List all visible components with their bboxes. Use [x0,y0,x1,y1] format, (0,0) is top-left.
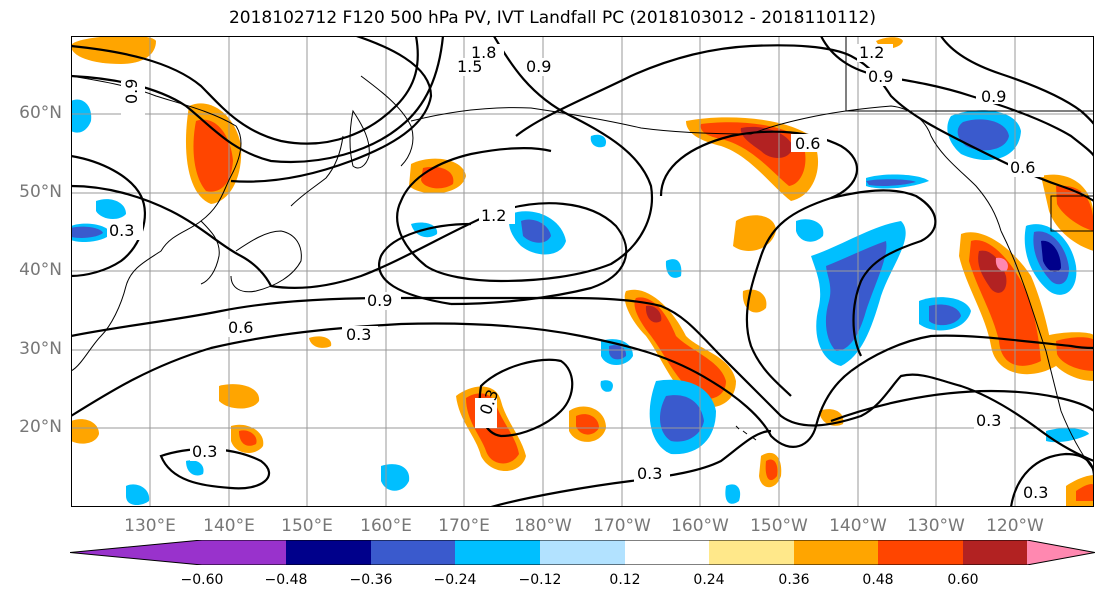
lon-label: 130°W [907,516,965,536]
lat-label: 50°N [19,182,62,202]
colorbar-segment [963,540,1027,565]
lon-label: 170°E [438,516,490,536]
contour-label: 0.3 [1023,483,1048,502]
colorbar-tick-label: −0.24 [433,572,477,588]
lon-label: 180°W [514,516,572,536]
contour-label: 0.3 [192,442,217,461]
colorbar-segment [794,540,878,565]
colorbar-segment [371,540,455,565]
colorbar-segment [202,540,286,565]
coastlines [71,36,1094,472]
contour-label: 1.2 [859,43,884,62]
contour-label: 0.3 [976,411,1001,430]
contour-label: 0.9 [122,79,141,104]
colorbar-segment [455,540,540,565]
colorbar-tick-label: −0.36 [349,572,393,588]
colorbar-segment [878,540,963,565]
colorbar-tick-label: 0.48 [862,572,894,588]
colorbar [70,540,1095,565]
lat-label: 20°N [19,417,62,437]
contour-label: 1.2 [481,206,506,225]
colorbar-tick-label: −0.60 [180,572,224,588]
lon-label: 130°E [124,516,176,536]
contour-label: 0.9 [868,67,893,86]
contour-label: 0.3 [109,221,134,240]
contour-label: 0.3 [637,464,662,483]
pv-contours [71,36,1094,507]
lon-label: 150°E [281,516,333,536]
colorbar-segment [286,540,371,565]
colorbar-segment [70,540,202,565]
colorbar-tick-label: −0.48 [264,572,308,588]
colorbar-segment [709,540,794,565]
colorbar-segment [1027,540,1095,565]
lat-label: 40°N [19,260,62,280]
lon-label: 160°W [671,516,729,536]
contour-label: 0.9 [526,57,551,76]
plot-title: 2018102712 F120 500 hPa PV, IVT Landfall… [228,8,876,28]
contour-label: 1.5 [457,57,482,76]
contour-label: 1.8 [471,43,496,62]
colorbar-tick-label: 0.36 [778,572,810,588]
colorbar-tick-label: 0.24 [693,572,725,588]
contour-label: 0.6 [228,318,253,337]
lon-label: 150°W [750,516,808,536]
colorbar-segment [625,540,709,565]
contour-label: 0.6 [795,134,820,153]
colorbar-tick-label: 0.60 [947,572,979,588]
lon-label: 170°W [593,516,651,536]
contour-label: 0.9 [981,87,1006,106]
colorbar-tick-label: 0.12 [609,572,641,588]
contour-label: 0.9 [367,291,392,310]
lon-label: 140°W [829,516,887,536]
contour-labels: 1.8 1.5 0.9 1.2 0.9 0.9 0.6 0.9 0.3 0.6 … [107,43,1057,502]
lon-label: 120°W [986,516,1044,536]
colorbar-tick-label: −0.12 [518,572,562,588]
colorbar-segment [540,540,625,565]
lon-label: 160°E [360,516,412,536]
lat-label: 60°N [19,103,62,123]
map-panel: 1.8 1.5 0.9 1.2 0.9 0.9 0.6 0.9 0.3 0.6 … [71,36,1094,507]
lat-label: 30°N [19,339,62,359]
contour-label: 0.3 [346,325,371,344]
contour-label: 0.6 [1010,158,1035,177]
lon-label: 140°E [203,516,255,536]
